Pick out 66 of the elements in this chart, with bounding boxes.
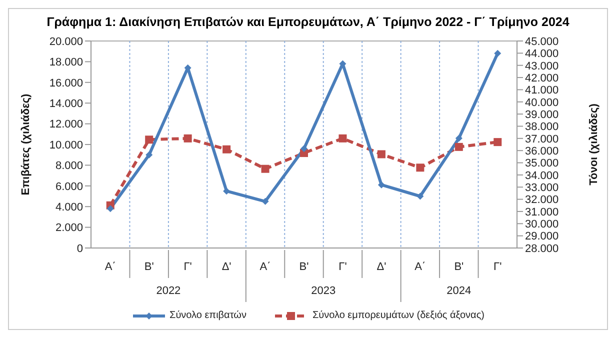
y-tick-label: 6.000 [55, 180, 83, 193]
point [338, 134, 347, 142]
text: 2023 [311, 285, 336, 297]
point [494, 50, 502, 57]
point [416, 164, 424, 172]
point [145, 136, 154, 144]
y-tick-label: 20.000 [49, 36, 83, 48]
point [261, 164, 270, 173]
legend-label: Σύνολο επιβατών [168, 310, 246, 321]
x-tick-label: Γ' [184, 261, 192, 273]
x-tick-label: Β' [454, 261, 464, 273]
x-tick-label: Α΄ [104, 261, 116, 273]
y-tick-label: 18.000 [49, 56, 83, 69]
y-axis-title: Επιβάτες (χιλιάδες) [20, 93, 32, 196]
y2-tick-label: 34.000 [525, 170, 559, 182]
x-tick-label: Β' [299, 261, 309, 273]
legend-label: Σύνολο εμπορευμάτων (δεξιός άξονας) [311, 310, 484, 321]
point [146, 151, 153, 158]
x-tick-label: Β' [144, 261, 154, 273]
point [300, 145, 308, 152]
y-tick-label: 2.000 [55, 222, 83, 234]
y2-tick-label: 41.000 [525, 84, 559, 97]
y2-tick-label: 44.000 [525, 48, 559, 60]
x-tick-label: Γ' [494, 261, 502, 273]
point [494, 138, 502, 146]
x-tick-label: Δ' [376, 261, 386, 273]
y2-tick-label: 31.000 [525, 206, 559, 218]
point [106, 205, 114, 212]
point [455, 134, 462, 142]
x-tick-label: Δ' [222, 261, 232, 273]
y-tick-label: 8.000 [55, 160, 83, 172]
y2-tick-label: 45.000 [525, 36, 559, 48]
x-tick-label: Α΄ [260, 261, 271, 273]
y2-tick-label: 32.000 [525, 194, 559, 206]
point [222, 145, 231, 154]
y2-tick-label: 42.000 [525, 72, 559, 84]
point [378, 181, 385, 188]
y2-tick-label: 33.000 [525, 182, 559, 194]
y2-tick-label: 35.000 [525, 158, 559, 170]
y-tick-label: 12.000 [49, 118, 83, 131]
y2-tick-label: 36.000 [525, 145, 559, 158]
x-tick-label: Γ' [338, 261, 347, 273]
y2-tick-label: 29.000 [525, 230, 559, 243]
x-tick-label: Α΄ [414, 261, 426, 273]
y2-axis-title: Τόνοι (χιλιάδες) [588, 103, 600, 186]
y2-tick-label: 38.000 [525, 121, 559, 134]
y2-tick-label: 28.000 [525, 242, 559, 255]
y2-tick-label: 40.000 [525, 96, 559, 109]
y-tick-label: 10.000 [49, 139, 83, 152]
y-tick-label: 16.000 [49, 77, 83, 90]
y2-tick-label: 39.000 [525, 108, 559, 121]
point [454, 142, 463, 151]
point [262, 198, 269, 205]
text: 2024 [446, 285, 472, 297]
point [223, 188, 230, 195]
y-tick-label: 0 [76, 242, 83, 255]
y-tick-label: 4.000 [55, 202, 83, 214]
point [416, 192, 424, 200]
y-tick-label: 14.000 [49, 98, 83, 110]
chart-title: Γράφημα 1: Διακίνηση Επιβατών και Εμπορευμάτων, Α΄ Τρίμηνο 2022 - Γ΄ Τρίμηνο 2024 [46, 14, 570, 31]
y2-tick-label: 37.000 [525, 133, 559, 146]
point [184, 134, 192, 142]
point [377, 150, 386, 158]
y2-tick-label: 43.000 [525, 60, 559, 72]
y2-tick-label: 30.000 [525, 218, 559, 231]
text: 2022 [156, 285, 181, 297]
